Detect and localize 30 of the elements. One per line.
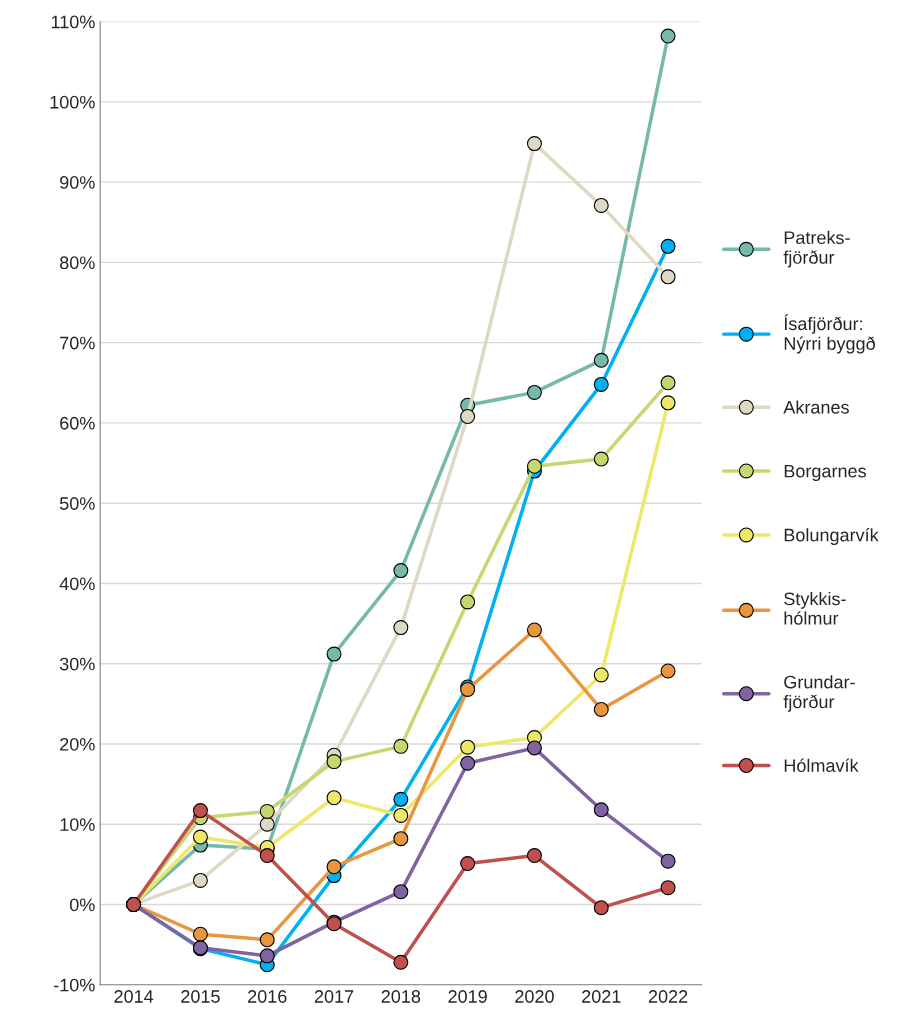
- y-tick-label: 80%: [60, 256, 95, 270]
- x-tick-label: 2017: [314, 990, 354, 1003]
- legend-label: Grundar- fjörður: [783, 675, 855, 712]
- x-tick-label: 2020: [515, 990, 554, 1003]
- x-tick-label: 2015: [181, 990, 220, 1003]
- x-tick-label: 2019: [448, 990, 487, 1003]
- legend-label: Borgarnes: [784, 464, 866, 482]
- y-tick-label: 20%: [60, 737, 95, 751]
- y-tick-label: 50%: [59, 497, 95, 510]
- y-tick-label: 100%: [50, 95, 95, 109]
- y-tick-label: 70%: [60, 336, 95, 350]
- legend-label: Stykkis- hólmur: [784, 591, 846, 625]
- legend-label: Patreks- fjörður: [783, 230, 850, 268]
- y-tick-label: -10%: [54, 978, 95, 992]
- y-tick-label: 30%: [59, 657, 95, 671]
- x-tick-label: 2022: [648, 990, 688, 1003]
- y-tick-label: 40%: [59, 577, 95, 591]
- legend-label: Ísafjörður: Nýrri byggð: [784, 314, 875, 354]
- y-tick-label: 10%: [60, 818, 95, 831]
- x-tick-label: 2018: [381, 990, 421, 1003]
- x-tick-label: 2014: [114, 990, 154, 1003]
- y-tick-label: 60%: [60, 416, 95, 430]
- x-tick-label: 2016: [248, 990, 287, 1003]
- legend-label: Akranes: [783, 400, 849, 414]
- legend-label: Hólmavík: [784, 758, 859, 772]
- x-tick-label: 2021: [582, 990, 621, 1003]
- legend-label: Bolungarvík: [784, 527, 879, 546]
- y-tick-label: 0%: [69, 898, 95, 912]
- y-tick-label: 110%: [51, 15, 95, 29]
- y-tick-label: 90%: [60, 176, 95, 189]
